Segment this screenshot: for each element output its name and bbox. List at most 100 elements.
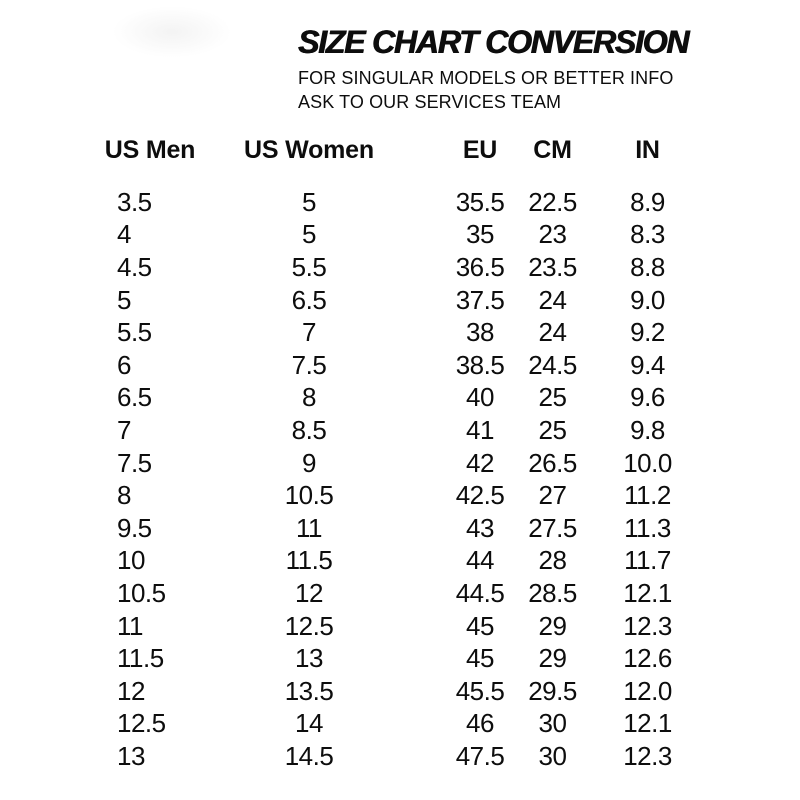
table-cell: 36.5 — [455, 251, 505, 282]
table-cell: 30 — [538, 740, 567, 771]
column-header-eu: EU — [462, 135, 498, 164]
table-cell: 12 — [295, 577, 323, 608]
table-cell: 3.5 — [117, 186, 152, 217]
table-cell: 5 — [117, 284, 131, 315]
table-cell: 6.5 — [117, 382, 152, 413]
column-header-cm: CM — [533, 135, 572, 164]
table-row: 10 11.5 44 28 11.7 — [95, 545, 715, 578]
table-cell: 23 — [538, 219, 567, 250]
subtitle-line-1: FOR SINGULAR MODELS OR BETTER INFO — [298, 68, 674, 88]
table-row: 10.5 12 44.5 28.5 12.1 — [95, 577, 715, 610]
table-cell: 45 — [466, 610, 494, 641]
table-cell: 11.5 — [117, 643, 164, 674]
table-cell: 12.6 — [623, 643, 672, 674]
table-cell: 7.5 — [117, 447, 152, 478]
table-row: 6 7.5 38.5 24.5 9.4 — [95, 349, 715, 382]
table-cell: 10 — [117, 545, 145, 576]
table-cell: 6.5 — [291, 284, 327, 315]
column-header-in: IN — [635, 135, 660, 164]
table-cell: 7 — [117, 414, 131, 445]
header-block: SIZE CHART CONVERSION FOR SINGULAR MODEL… — [298, 24, 689, 114]
table-cell: 5.5 — [117, 317, 152, 348]
table-cell: 12.1 — [623, 577, 672, 608]
table-cell: 28 — [538, 545, 567, 576]
table-cell: 10.5 — [117, 577, 166, 608]
table-row: 6.5 8 40 25 9.6 — [95, 382, 715, 415]
table-cell: 43 — [466, 512, 494, 543]
table-cell: 13 — [295, 643, 323, 674]
table-row: 8 10.5 42.5 27 11.2 — [95, 479, 715, 512]
table-cell: 23.5 — [528, 251, 577, 282]
table-cell: 11.3 — [624, 512, 671, 543]
table-cell: 9.6 — [630, 382, 665, 413]
table-cell: 9.8 — [630, 414, 665, 445]
table-cell: 27 — [538, 480, 567, 511]
table-header-row: US Men US Women EU CM IN — [95, 134, 715, 166]
table-row: 5 6.5 37.5 24 9.0 — [95, 284, 715, 317]
subtitle: FOR SINGULAR MODELS OR BETTER INFO ASK T… — [298, 66, 688, 114]
table-cell: 13 — [117, 740, 145, 771]
table-cell: 46 — [466, 708, 494, 739]
table-cell: 14.5 — [284, 740, 334, 771]
table-cell: 38 — [466, 317, 494, 348]
table-cell: 29.5 — [528, 675, 577, 706]
table-cell: 8.9 — [630, 186, 665, 217]
table-row: 12.5 14 46 30 12.1 — [95, 708, 715, 741]
table-row: 11 12.5 45 29 12.3 — [95, 610, 715, 643]
table-cell: 11.2 — [624, 480, 671, 511]
table-cell: 38.5 — [455, 349, 505, 380]
table-cell: 4.5 — [117, 251, 152, 282]
column-header-us-men: US Men — [104, 135, 196, 164]
table-cell: 45 — [466, 643, 494, 674]
table-cell: 42.5 — [455, 480, 505, 511]
table-cell: 8 — [302, 382, 316, 413]
table-row: 4 5 35 23 8.3 — [95, 219, 715, 252]
table-row: 13 14.5 47.5 30 12.3 — [95, 740, 715, 773]
table-row: 9.5 11 43 27.5 11.3 — [95, 512, 715, 545]
table-cell: 5.5 — [291, 251, 327, 282]
table-cell: 41 — [466, 414, 494, 445]
table-cell: 9.4 — [630, 349, 665, 380]
table-cell: 47.5 — [455, 740, 505, 771]
table-cell: 10.5 — [284, 480, 334, 511]
table-row: 7.5 9 42 26.5 10.0 — [95, 447, 715, 480]
table-cell: 25 — [538, 414, 567, 445]
table-cell: 44.5 — [455, 577, 505, 608]
table-cell: 9.5 — [117, 512, 152, 543]
table-cell: 29 — [538, 643, 567, 674]
table-cell: 11 — [117, 610, 144, 641]
table-cell: 40 — [466, 382, 494, 413]
table-cell: 8.8 — [630, 251, 665, 282]
table-row: 4.5 5.5 36.5 23.5 8.8 — [95, 251, 715, 284]
table-cell: 5 — [302, 219, 316, 250]
table-cell: 8 — [117, 480, 131, 511]
table-cell: 14 — [295, 708, 323, 739]
table-cell: 24 — [538, 284, 567, 315]
table-cell: 37.5 — [455, 284, 505, 315]
table-cell: 25 — [538, 382, 567, 413]
table-cell: 12.0 — [623, 675, 672, 706]
faded-logo-watermark — [112, 6, 232, 58]
table-cell: 27.5 — [528, 512, 577, 543]
table-cell: 7.5 — [291, 349, 327, 380]
table-cell: 12.3 — [623, 610, 672, 641]
table-cell: 44 — [466, 545, 494, 576]
table-cell: 10.0 — [623, 447, 672, 478]
table-cell: 6 — [117, 349, 131, 380]
table-cell: 28.5 — [528, 577, 577, 608]
column-header-us-women: US Women — [244, 135, 374, 164]
table-cell: 8.5 — [291, 414, 327, 445]
subtitle-line-2: ASK TO OUR SERVICES TEAM — [298, 92, 562, 112]
table-cell: 45.5 — [455, 675, 505, 706]
table-cell: 12.3 — [623, 740, 672, 771]
table-cell: 11.5 — [285, 545, 333, 576]
table-row: 11.5 13 45 29 12.6 — [95, 642, 715, 675]
table-cell: 13.5 — [284, 675, 334, 706]
table-cell: 12.1 — [623, 708, 672, 739]
table-cell: 42 — [466, 447, 494, 478]
table-row: 7 8.5 41 25 9.8 — [95, 414, 715, 447]
table-cell: 5 — [302, 186, 316, 217]
size-conversion-table: US Men US Women EU CM IN 3.5 5 35.5 22.5 8.9… — [95, 134, 715, 773]
table-row: 5.5 7 38 24 9.2 — [95, 316, 715, 349]
table-row: 3.5 5 35.5 22.5 8.9 — [95, 186, 715, 219]
